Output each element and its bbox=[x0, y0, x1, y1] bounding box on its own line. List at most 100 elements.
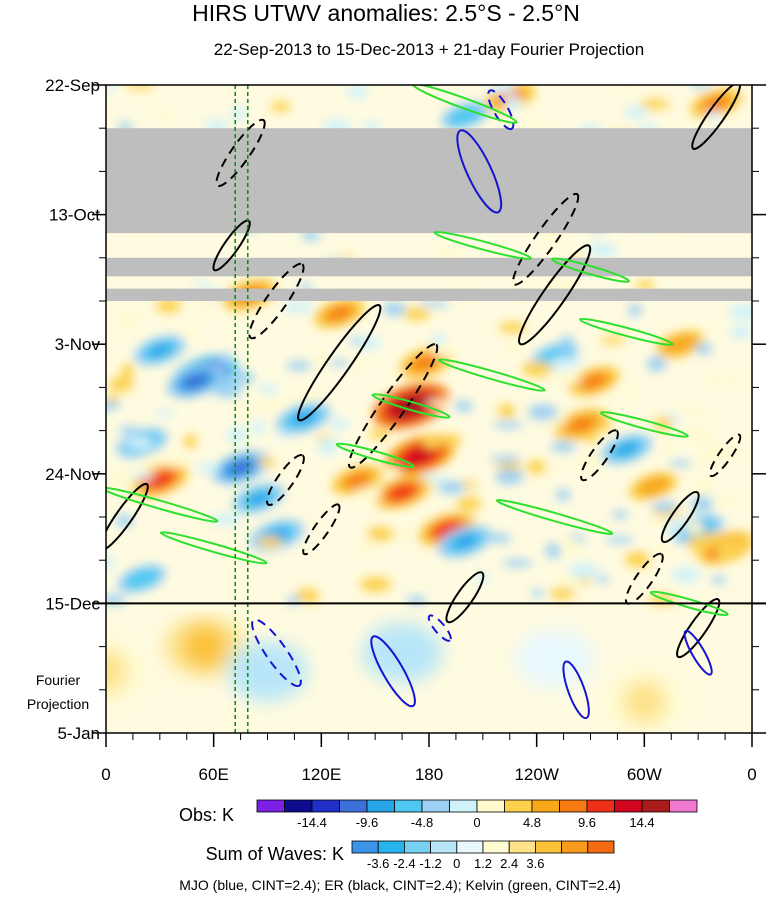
obs-colorbar-swatch bbox=[366, 799, 395, 813]
obs-speckle bbox=[117, 426, 139, 434]
obs-speckle bbox=[219, 352, 232, 367]
x-tick-label: 0 bbox=[101, 765, 110, 784]
kelvin-contour bbox=[159, 531, 268, 565]
y-tick-label: 13-Oct bbox=[49, 206, 100, 225]
obs-speckle bbox=[551, 375, 582, 384]
obs-speckle bbox=[295, 588, 320, 604]
kelvin-contour bbox=[335, 442, 415, 468]
obs-speckle bbox=[117, 323, 133, 334]
obs-colorbar-tick-label: -4.8 bbox=[411, 815, 433, 830]
waves-colorbar-swatch bbox=[456, 840, 484, 854]
obs-speckle bbox=[358, 538, 378, 551]
obs-speckle bbox=[437, 481, 466, 494]
obs-speckle bbox=[701, 444, 730, 458]
mjo-contour bbox=[683, 629, 713, 676]
obs-speckle bbox=[227, 371, 255, 385]
obs-speckle bbox=[685, 521, 705, 535]
obs-speckle bbox=[692, 480, 714, 496]
obs-colorbar-swatch bbox=[256, 799, 285, 813]
er-contour bbox=[248, 262, 305, 340]
plot-area: 22-Sep 13-Oct 3-Nov 24-Nov 15-Dec 5-Jan 0 60E 12… bbox=[45, 76, 766, 784]
x-tick-label: 0 bbox=[747, 765, 756, 784]
obs-anomaly-blob bbox=[227, 460, 254, 476]
x-tick-label: 120W bbox=[514, 765, 558, 784]
obs-speckle bbox=[498, 403, 515, 419]
obs-speckle bbox=[723, 373, 741, 383]
obs-speckle bbox=[456, 496, 482, 511]
obs-speckle bbox=[125, 85, 155, 90]
kelvin-contour bbox=[433, 230, 533, 260]
obs-speckle bbox=[716, 495, 740, 505]
obs-speckle bbox=[212, 383, 243, 398]
obs-speckle bbox=[258, 384, 278, 395]
projection-label-line1: Fourier bbox=[36, 672, 81, 688]
obs-colorbar-swatch bbox=[504, 799, 533, 813]
er-contour bbox=[347, 343, 439, 469]
obs-speckle bbox=[624, 105, 648, 119]
obs-speckle bbox=[475, 571, 488, 585]
obs-speckle bbox=[454, 400, 474, 412]
waves-colorbar: Sum of Waves: K -3.6 -2.4 -1.2 0 1.2 2.4 3.6 bbox=[206, 840, 615, 871]
obs-speckle bbox=[108, 377, 134, 392]
waves-colorbar-tick-label: -2.4 bbox=[393, 856, 415, 871]
er-contour bbox=[512, 192, 580, 286]
obs-speckle bbox=[628, 304, 642, 317]
missing-data-bands bbox=[106, 128, 752, 301]
projection-blob-core bbox=[622, 680, 667, 725]
obs-speckle bbox=[119, 311, 144, 322]
obs-anomaly-blob bbox=[183, 373, 209, 389]
contour-legend-note: MJO (blue, CINT=2.4); ER (black, CINT=2.… bbox=[179, 877, 621, 893]
obs-anomaly-blob bbox=[131, 572, 153, 585]
waves-colorbar-swatch bbox=[482, 840, 510, 854]
y-tick-label: 5-Jan bbox=[57, 724, 100, 743]
obs-speckle bbox=[654, 516, 669, 528]
obs-speckle bbox=[526, 460, 547, 474]
obs-colorbar-tick-label: 14.4 bbox=[629, 815, 654, 830]
obs-anomaly-blob bbox=[569, 417, 594, 432]
missing-data-band bbox=[106, 257, 752, 277]
kelvin-contour bbox=[412, 85, 518, 124]
obs-speckle bbox=[433, 346, 458, 358]
obs-anomaly-blob bbox=[394, 395, 428, 417]
obs-speckle bbox=[106, 555, 115, 569]
obs-speckle bbox=[251, 420, 266, 434]
obs-speckle bbox=[419, 474, 447, 481]
obs-speckle bbox=[359, 576, 392, 592]
obs-speckle bbox=[419, 300, 450, 307]
waves-colorbar-tick-label: 1.2 bbox=[474, 856, 492, 871]
x-tick-label: 60W bbox=[627, 765, 662, 784]
obs-speckle bbox=[728, 304, 752, 320]
obs-colorbar-swatch bbox=[614, 799, 643, 813]
obs-colorbar-tick-label: 0 bbox=[473, 815, 480, 830]
obs-speckle bbox=[653, 501, 677, 512]
x-tick-label: 60E bbox=[199, 765, 229, 784]
obs-speckle bbox=[647, 546, 671, 555]
waves-colorbar-swatch bbox=[587, 840, 615, 854]
obs-colorbar-swatch bbox=[449, 799, 478, 813]
projection-label-line2: Projection bbox=[27, 696, 89, 712]
kelvin-contour bbox=[106, 486, 219, 523]
y-tick-label: 3-Nov bbox=[55, 335, 101, 354]
obs-speckle bbox=[196, 462, 220, 474]
obs-anomaly-blob bbox=[615, 442, 638, 456]
obs-colorbar-swatch bbox=[394, 799, 423, 813]
obs-speckle bbox=[382, 302, 407, 317]
obs-speckle bbox=[661, 442, 676, 456]
mjo-contour bbox=[370, 635, 416, 708]
obs-speckle bbox=[635, 280, 655, 291]
obs-speckle bbox=[669, 460, 692, 467]
obs-speckle bbox=[349, 337, 363, 345]
obs-speckle bbox=[568, 562, 600, 579]
er-contour bbox=[215, 118, 266, 188]
obs-speckle bbox=[226, 426, 248, 443]
obs-speckle bbox=[385, 467, 404, 475]
obs-speckle bbox=[695, 342, 712, 355]
obs-speckle bbox=[192, 281, 210, 289]
obs-colorbar-tick-label: -14.4 bbox=[297, 815, 327, 830]
obs-colorbar-swatch bbox=[641, 799, 670, 813]
obs-speckle bbox=[492, 421, 524, 429]
obs-speckle bbox=[600, 336, 626, 344]
obs-colorbar-swatch bbox=[421, 799, 450, 813]
obs-anomaly-blob bbox=[404, 446, 436, 465]
